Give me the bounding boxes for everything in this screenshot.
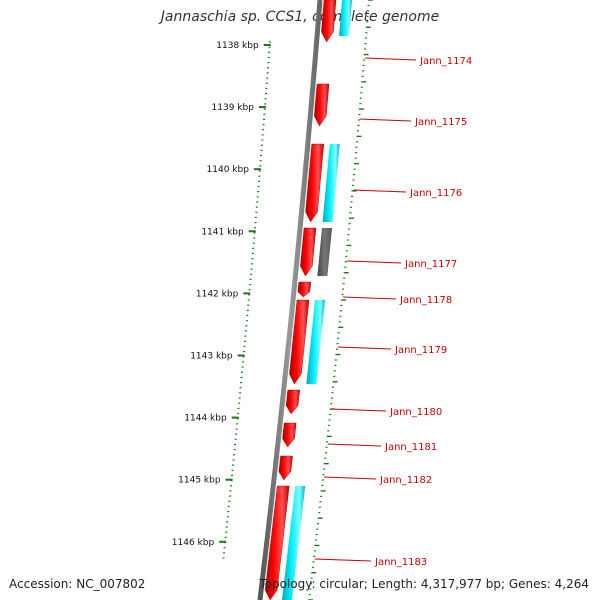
map-title: Jannaschia sp. CCS1, complete genome xyxy=(160,9,440,25)
cds-bar xyxy=(282,486,306,600)
ruler-label: 1140 kbp xyxy=(207,165,250,175)
accession-label: Accession: NC_007802 xyxy=(9,577,146,591)
cds-bar xyxy=(306,300,325,384)
gene-label[interactable]: Jann_1179 xyxy=(394,345,447,356)
gene-arrow[interactable] xyxy=(278,455,293,481)
gene-leader-line xyxy=(346,260,402,264)
gene-label[interactable]: Jann_1178 xyxy=(399,295,452,306)
gene-label[interactable]: Jann_1183 xyxy=(374,557,427,568)
cds-bar xyxy=(317,228,333,276)
cds-bar xyxy=(339,0,352,36)
ruler-label: 1144 kbp xyxy=(184,414,227,424)
ruler-label: 1138 kbp xyxy=(216,41,259,51)
ruler-label: 1146 kbp xyxy=(172,538,215,548)
gene-leader-line xyxy=(338,346,392,350)
gene-arrow[interactable] xyxy=(289,299,310,385)
gene-leader-line xyxy=(327,443,382,447)
gene-arrow[interactable] xyxy=(305,143,325,223)
gene-leader-line xyxy=(324,476,377,480)
gene-arrow[interactable] xyxy=(314,83,330,127)
gene-arrow[interactable] xyxy=(285,389,300,415)
topology-label: Topology: circular; Length: 4,317,977 bp… xyxy=(259,577,589,591)
gene-label[interactable]: Jann_1175 xyxy=(414,117,467,128)
gene-label[interactable]: Jann_1177 xyxy=(404,259,457,270)
ruler-ticks xyxy=(222,0,373,600)
gene-label[interactable]: Jann_1180 xyxy=(389,407,442,418)
gene-arrow[interactable] xyxy=(321,0,337,43)
ruler-labels: 1138 kbp 1139 kbp 1140 kbp 1141 kbp 1142 kbp… xyxy=(172,41,271,548)
gene-label[interactable]: Jann_1176 xyxy=(409,188,462,199)
gene-labels: Jann_1174 Jann_1175 Jann_1176 Jann_1177 Jann… xyxy=(314,56,472,568)
gene-leader-line xyxy=(343,296,397,300)
sequence-backbone xyxy=(257,0,323,600)
backbone-line xyxy=(257,0,323,600)
gene-leader-line xyxy=(365,57,417,61)
ruler-label: 1142 kbp xyxy=(196,289,239,299)
gene-arrow[interactable] xyxy=(300,227,317,277)
ruler-label: 1141 kbp xyxy=(201,227,244,237)
cds-bar xyxy=(322,144,340,222)
gene-arrow[interactable] xyxy=(264,485,290,600)
gene-label[interactable]: Jann_1174 xyxy=(419,56,472,67)
gene-label[interactable]: Jann_1182 xyxy=(379,475,432,486)
gene-leader-line xyxy=(331,408,387,412)
gene-leader-line xyxy=(359,118,412,122)
ruler-label: 1145 kbp xyxy=(178,476,221,486)
ruler-label: 1139 kbp xyxy=(212,103,255,113)
gene-arrow[interactable] xyxy=(297,281,312,298)
ruler-label: 1143 kbp xyxy=(190,352,233,362)
gene-track xyxy=(264,0,337,600)
gene-arrow[interactable] xyxy=(282,422,297,448)
gene-leader-line xyxy=(353,189,407,193)
cds-track xyxy=(282,0,352,600)
gene-label[interactable]: Jann_1181 xyxy=(384,442,437,453)
gene-leader-line xyxy=(314,558,372,562)
